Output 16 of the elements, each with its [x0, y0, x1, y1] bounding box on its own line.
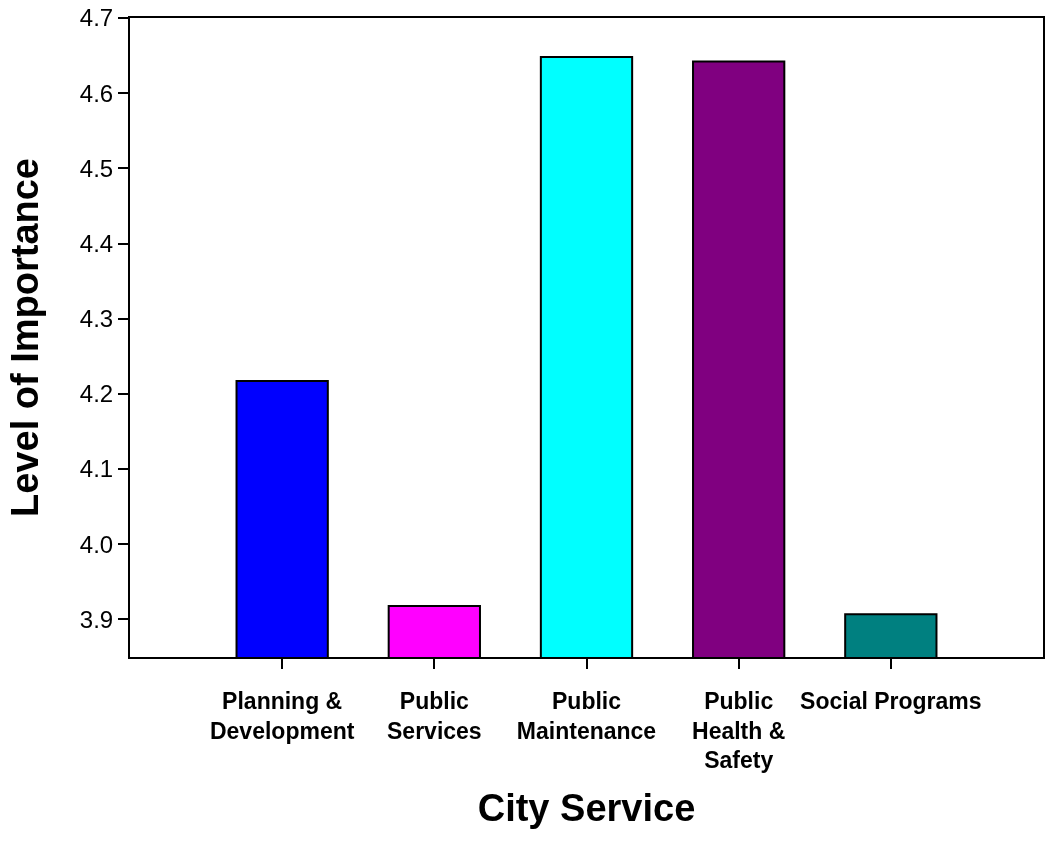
x-tick-label: Planning & Development: [209, 687, 355, 744]
y-axis-title: Level of Importance: [3, 158, 46, 517]
y-tick-label: 4.4: [79, 229, 114, 257]
x-tick-label: Public Maintenance: [516, 687, 657, 744]
y-tick-label: 4.3: [79, 305, 114, 333]
y-tick-label: 4.2: [79, 380, 114, 408]
y-tick-label: 4.6: [79, 79, 114, 107]
x-axis-title: City Service: [477, 787, 696, 829]
x-tick-label: Public Health & Safety: [692, 687, 786, 774]
x-tick-label: Social Programs: [800, 687, 982, 714]
x-tick-label: Public Services: [387, 687, 482, 744]
y-tick-label: 3.9: [79, 605, 114, 633]
y-tick-label: 4.5: [79, 154, 114, 182]
y-tick-label: 4.1: [79, 455, 114, 483]
y-tick-label: 4.7: [79, 4, 114, 32]
y-tick-label: 4.0: [79, 530, 114, 558]
